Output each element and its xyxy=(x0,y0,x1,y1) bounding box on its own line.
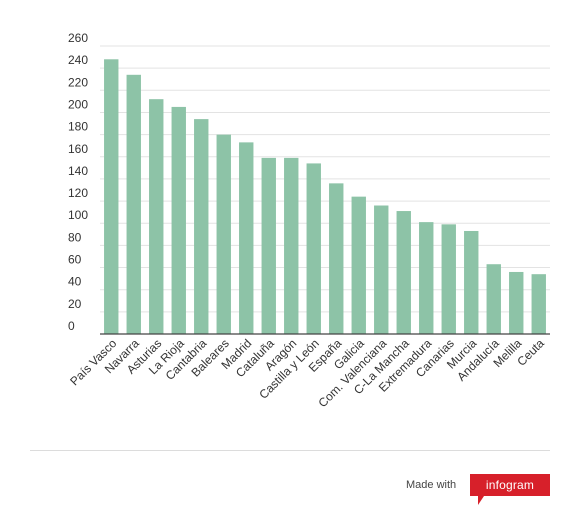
y-tick-label: 240 xyxy=(68,53,88,67)
bar xyxy=(239,142,254,334)
made-with-label: Made with xyxy=(406,479,457,491)
infogram-logo[interactable]: infogram xyxy=(470,474,550,505)
bar xyxy=(441,224,456,334)
y-tick-label: 260 xyxy=(68,31,88,45)
bar xyxy=(216,134,231,334)
infogram-badge-icon xyxy=(470,474,550,505)
bars xyxy=(104,59,546,335)
y-tick-label: 220 xyxy=(68,75,88,89)
infogram-brand-label: infogram xyxy=(485,478,535,492)
y-tick-label: 120 xyxy=(68,186,88,200)
bar xyxy=(374,205,389,334)
y-axis-tick-labels: 0 20 40 60 80 100 120 140 160 180 200 220 240 260 xyxy=(68,31,88,333)
bar xyxy=(126,74,141,335)
bar-chart: 0 20 40 60 80 100 120 140 160 180 200 220 240 260 Paí… xyxy=(67,31,550,410)
y-tick-label: 40 xyxy=(68,275,82,289)
bar xyxy=(329,183,344,334)
bar xyxy=(104,59,119,335)
y-tick-label: 140 xyxy=(68,164,88,178)
bar xyxy=(464,230,479,334)
x-tick-label: Ceuta xyxy=(514,336,547,369)
y-tick-label: 100 xyxy=(68,208,88,222)
bar xyxy=(351,196,366,334)
y-tick-label: 160 xyxy=(68,142,88,156)
bar xyxy=(509,271,524,334)
y-tick-label: 20 xyxy=(68,297,82,311)
y-tick-label: 200 xyxy=(68,97,88,111)
bar xyxy=(396,211,411,334)
y-tick-label: 60 xyxy=(68,253,82,267)
bar xyxy=(419,222,434,334)
bar xyxy=(149,99,164,335)
bar xyxy=(261,157,276,334)
bar xyxy=(284,157,299,334)
bar xyxy=(306,163,321,334)
y-tick-label: 80 xyxy=(68,230,82,244)
y-tick-label: 180 xyxy=(68,120,88,134)
footer-divider xyxy=(30,450,550,451)
bar xyxy=(171,106,186,334)
y-tick-label: 0 xyxy=(68,319,75,333)
bar xyxy=(531,274,546,334)
bar xyxy=(194,119,209,334)
gridlines xyxy=(100,45,550,335)
bar xyxy=(486,264,501,334)
